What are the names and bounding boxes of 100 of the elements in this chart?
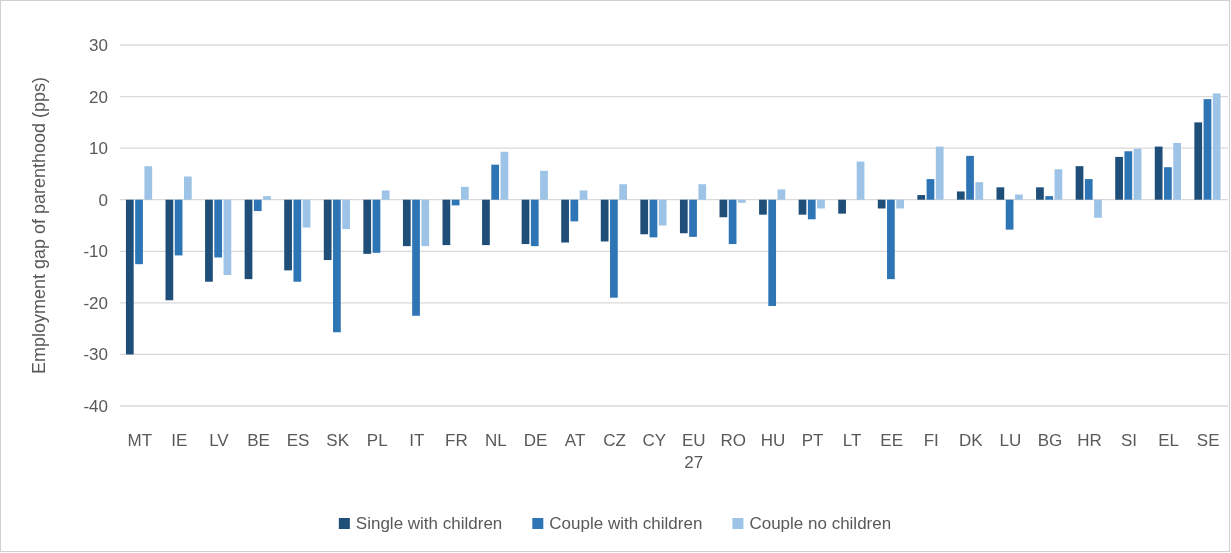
x-tick-label: BE <box>247 431 270 450</box>
bar <box>302 199 311 228</box>
y-tick-label: 30 <box>89 35 108 55</box>
y-tick-label: -40 <box>83 396 108 416</box>
bar <box>372 199 381 253</box>
bar <box>887 199 895 280</box>
bar <box>807 199 816 220</box>
x-tick-label: CZ <box>603 431 626 450</box>
x-tick-label: LT <box>842 431 862 450</box>
bar <box>1203 99 1212 200</box>
bar <box>1194 122 1203 200</box>
bar <box>759 199 767 215</box>
bar <box>540 170 548 200</box>
bar <box>838 199 846 214</box>
x-tick-label: FI <box>923 431 939 450</box>
y-tick-label: -20 <box>83 293 108 313</box>
x-tick-label: MT <box>127 431 153 450</box>
bar <box>1124 151 1133 200</box>
bar <box>491 164 500 200</box>
bar <box>402 199 411 247</box>
bar <box>521 199 530 245</box>
bar <box>1133 148 1142 200</box>
x-tick-label: PT <box>801 431 824 450</box>
x-tick-label: FR <box>445 431 468 450</box>
legend-label: Couple with children <box>549 514 703 533</box>
bar <box>956 191 965 200</box>
bar <box>500 151 509 200</box>
x-tick-label: HR <box>1077 431 1102 450</box>
bar <box>877 199 886 209</box>
x-tick-label: NL <box>485 431 507 450</box>
y-tick-label: -10 <box>83 242 108 262</box>
bar <box>917 195 926 200</box>
bar <box>253 199 262 212</box>
x-tick-label: DK <box>958 431 984 450</box>
bar <box>244 199 253 280</box>
x-tick-label: EE <box>880 431 903 450</box>
legend-label: Single with children <box>355 514 503 533</box>
bar <box>205 199 213 282</box>
x-tick-label: EU 27 <box>681 431 706 473</box>
bar <box>817 199 825 209</box>
bar <box>421 199 430 247</box>
x-tick-label: HU <box>760 431 786 450</box>
bar <box>1054 169 1063 200</box>
x-tick-label: AT <box>564 431 586 450</box>
bar <box>342 199 350 230</box>
bar <box>412 199 420 316</box>
bar <box>600 199 609 242</box>
bar <box>1212 93 1221 200</box>
bar <box>1094 199 1102 218</box>
bar <box>363 199 372 254</box>
bar <box>926 179 935 200</box>
bar <box>214 199 223 258</box>
x-tick-label: SE <box>1196 431 1220 450</box>
bar <box>135 199 143 265</box>
bar <box>935 146 944 200</box>
y-tick-label: 20 <box>89 87 108 107</box>
bar <box>1014 194 1023 200</box>
y-tick-label: 10 <box>89 139 108 159</box>
bar <box>737 199 746 203</box>
x-tick-label: IE <box>171 431 188 450</box>
bar <box>561 199 569 243</box>
bar <box>1036 187 1044 200</box>
bar <box>482 199 490 246</box>
x-tick-label: CY <box>642 431 667 450</box>
bar <box>658 199 667 226</box>
bar <box>223 199 232 276</box>
bar <box>263 196 271 200</box>
bar <box>728 199 737 245</box>
bar <box>640 199 649 235</box>
x-tick-label: BG <box>1037 431 1063 450</box>
bar <box>1084 179 1093 200</box>
bar <box>530 199 539 247</box>
bar <box>293 199 302 282</box>
x-tick-label: SI <box>1121 431 1138 450</box>
bar <box>460 186 469 200</box>
bar <box>798 199 807 215</box>
bar <box>896 199 904 209</box>
bar <box>679 199 688 234</box>
legend-label: Couple no children <box>749 514 892 533</box>
bar <box>442 199 451 246</box>
x-tick-label: SK <box>326 431 350 450</box>
bar <box>284 199 292 271</box>
y-tick-label: 0 <box>98 190 108 210</box>
bar <box>579 190 588 200</box>
bar <box>125 199 134 355</box>
x-tick-label: ES <box>286 431 310 450</box>
y-axis-title: Employment gap of parenthood (pps) <box>29 76 49 375</box>
x-tick-label: LV <box>209 431 230 450</box>
bar <box>1173 142 1181 200</box>
bar <box>570 199 579 222</box>
bar <box>856 161 865 200</box>
bar <box>619 184 627 200</box>
bar <box>381 190 390 200</box>
bar <box>1005 199 1014 230</box>
bar <box>333 199 341 333</box>
x-tick-label: RO <box>720 431 747 450</box>
bar <box>689 199 697 237</box>
bar <box>1164 167 1172 200</box>
x-tick-label: DE <box>523 431 548 450</box>
bar <box>698 184 707 200</box>
